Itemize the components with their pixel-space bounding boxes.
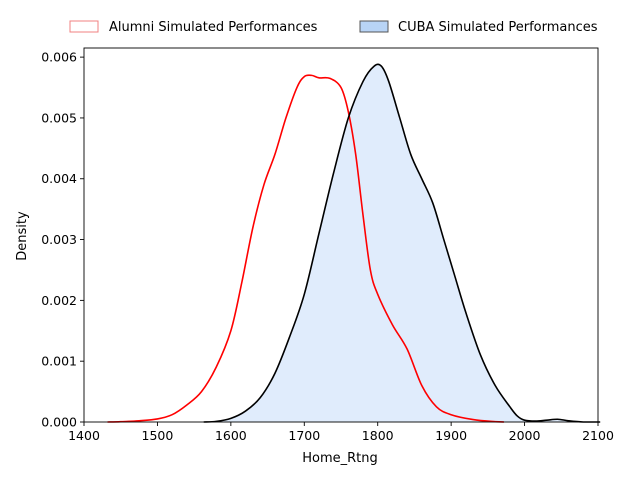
y-tick-label: 0.002 (41, 293, 77, 308)
x-axis-label: Home_Rtng (302, 451, 378, 466)
series-line-0 (107, 74, 505, 423)
y-tick-label: 0.004 (41, 171, 77, 186)
x-tick-label: 1400 (68, 428, 100, 443)
legend-swatch-alumni (69, 20, 99, 33)
x-tick-label: 1500 (142, 428, 174, 443)
y-axis-label: Density (15, 211, 30, 261)
legend-label-alumni: Alumni Simulated Performances (109, 20, 318, 35)
series-fill-1 (203, 64, 601, 422)
legend: Alumni Simulated Performances CUBA Simul… (69, 20, 598, 35)
legend-label-cuba: CUBA Simulated Performances (398, 20, 598, 35)
y-tick-label: 0.005 (41, 110, 77, 125)
x-tick-label: 1700 (288, 428, 320, 443)
legend-swatch-cuba (359, 20, 389, 33)
y-tick-label: 0.003 (41, 232, 77, 247)
x-tick-label: 2000 (509, 428, 541, 443)
plot-area (107, 63, 601, 423)
axes: 1400 1500 1600 1700 1800 1900 2000 2100 0.000 0.0… (41, 47, 614, 443)
y-tick-label: 0.000 (41, 415, 77, 430)
y-tick-label: 0.006 (41, 50, 77, 65)
x-tick-label: 1800 (362, 428, 394, 443)
series-line-1 (203, 63, 601, 423)
y-tick-label: 0.001 (41, 354, 77, 369)
x-tick-label: 1600 (215, 428, 247, 443)
plot-frame (83, 47, 599, 423)
x-tick-label: 2100 (582, 428, 614, 443)
x-tick-label: 1900 (435, 428, 467, 443)
